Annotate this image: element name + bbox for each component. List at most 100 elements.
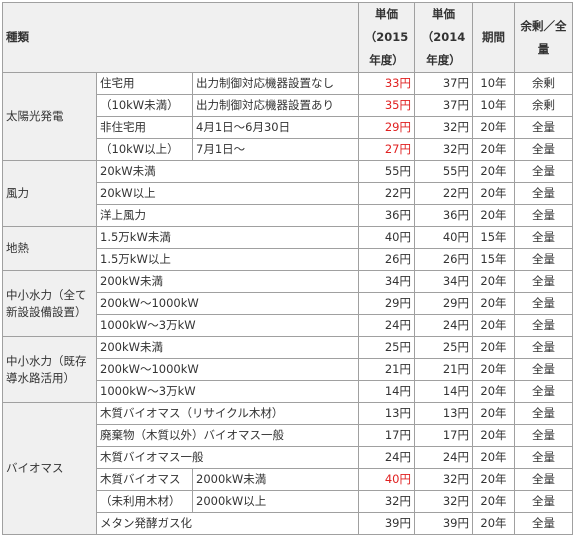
- biomass-unused-label: 木質バイオマス: [96, 468, 193, 491]
- category-solar: 太陽光発電: [2, 72, 97, 161]
- period: 20年: [472, 138, 515, 161]
- header-surplus: 余剰／全量: [514, 2, 573, 73]
- period: 20年: [472, 402, 515, 425]
- row-sub: 木質バイオマス（リサイクル木材）: [96, 402, 359, 425]
- period: 20年: [472, 160, 515, 183]
- period: 20年: [472, 446, 515, 469]
- solar-residential-sub: （10kW未満）: [96, 94, 193, 117]
- price-2015: 29円: [358, 116, 415, 139]
- solar-nonresidential-label: 非住宅用: [96, 116, 193, 139]
- purchase-type: 全量: [514, 336, 573, 359]
- price-2015: 26円: [358, 248, 415, 271]
- row-sub: 200kW未満: [96, 336, 359, 359]
- period: 20年: [472, 490, 515, 513]
- row-sub: 1.5万kW未満: [96, 226, 359, 249]
- table-row: 地熱 1.5万kW未満 40円 40円 15年 全量: [2, 226, 573, 271]
- row-sub: メタン発酵ガス化: [96, 512, 359, 535]
- table-row: 1000kW～3万kW 14円 14円 20年 全量: [3, 380, 573, 403]
- price-2015: 55円: [358, 160, 415, 183]
- row-sub: 木質バイオマス一般: [96, 446, 359, 469]
- price-2014: 32円: [414, 138, 473, 161]
- period: 20年: [472, 204, 515, 227]
- price-2015: 39円: [358, 512, 415, 535]
- price-2015: 40円: [358, 468, 415, 491]
- purchase-type: 全量: [514, 490, 573, 513]
- row-detail: 2000kW以上: [192, 490, 359, 513]
- price-2014: 29円: [414, 292, 473, 315]
- price-2014: 21円: [414, 358, 473, 381]
- period: 15年: [472, 248, 515, 271]
- table-row: バイオマス 木質バイオマス（リサイクル木材） 13円 13円 20年 全量: [2, 402, 573, 535]
- price-2014: 32円: [414, 116, 473, 139]
- purchase-type: 全量: [514, 314, 573, 337]
- price-2014: 14円: [414, 380, 473, 403]
- price-2014: 55円: [414, 160, 473, 183]
- purchase-type: 全量: [514, 116, 573, 139]
- category-wind: 風力: [2, 160, 97, 227]
- purchase-type: 全量: [514, 182, 573, 205]
- purchase-type: 全量: [514, 402, 573, 425]
- purchase-type: 全量: [514, 292, 573, 315]
- category-biomass: バイオマス: [2, 402, 97, 535]
- purchase-type: 全量: [514, 138, 573, 161]
- category-hydro-new: 中小水力（全て新設設備設置）: [2, 270, 97, 337]
- table-row: 中小水力（既存導水路活用） 200kW未満 25円 25円 20年 全量: [2, 336, 573, 403]
- row-sub: 200kW～1000kW: [96, 292, 359, 315]
- purchase-type: 全量: [514, 468, 573, 491]
- price-2014: 37円: [414, 72, 473, 95]
- row-sub: 1.5万kW以上: [96, 248, 359, 271]
- period: 10年: [472, 94, 515, 117]
- purchase-type: 全量: [514, 248, 573, 271]
- row-sub: 洋上風力: [96, 204, 359, 227]
- period: 20年: [472, 468, 515, 491]
- row-detail: 出力制御対応機器設置なし: [192, 72, 359, 95]
- purchase-type: 全量: [514, 160, 573, 183]
- row-sub: 200kW～1000kW: [96, 358, 359, 381]
- price-2014: 22円: [414, 182, 473, 205]
- purchase-type: 全量: [514, 424, 573, 447]
- price-2015: 34円: [358, 270, 415, 293]
- biomass-unused-sub: （未利用木材）: [96, 490, 193, 513]
- period: 20年: [472, 182, 515, 205]
- row-sub: 20kW以上: [96, 182, 359, 205]
- period: 20年: [472, 358, 515, 381]
- table-row: 中小水力（全て新設設備設置） 200kW未満 34円 34円 20年 全量: [2, 270, 573, 337]
- price-2014: 39円: [414, 512, 473, 535]
- period: 20年: [472, 292, 515, 315]
- period: 20年: [472, 314, 515, 337]
- table-row: （10kW以上） 7月1日～ 27円 32円 20年 全量: [3, 138, 573, 161]
- period: 20年: [472, 380, 515, 403]
- header-kind: 種類: [2, 2, 359, 73]
- price-2015: 27円: [358, 138, 415, 161]
- table-row: 太陽光発電 住宅用 出力制御対応機器設置なし 33円 37円 10年 余剰: [2, 72, 573, 161]
- price-2014: 37円: [414, 94, 473, 117]
- price-2015: 24円: [358, 446, 415, 469]
- price-2014: 24円: [414, 446, 473, 469]
- purchase-type: 全量: [514, 270, 573, 293]
- purchase-type: 全量: [514, 204, 573, 227]
- purchase-type: 余剰: [514, 94, 573, 117]
- price-2015: 36円: [358, 204, 415, 227]
- category-hydro-existing: 中小水力（既存導水路活用）: [2, 336, 97, 403]
- price-2015: 40円: [358, 226, 415, 249]
- price-2015: 25円: [358, 336, 415, 359]
- table-row: （未利用木材） 2000kW以上 32円 32円 20年 全量: [3, 490, 573, 513]
- purchase-type: 全量: [514, 512, 573, 535]
- row-sub: 20kW未満: [96, 160, 359, 183]
- price-2014: 25円: [414, 336, 473, 359]
- table-row: 20kW以上 22円 22円 20年 全量: [3, 182, 573, 205]
- row-sub: 200kW未満: [96, 270, 359, 293]
- price-2014: 32円: [414, 490, 473, 513]
- solar-nonresidential-sub: （10kW以上）: [96, 138, 193, 161]
- purchase-type: 全量: [514, 358, 573, 381]
- row-detail: 出力制御対応機器設置あり: [192, 94, 359, 117]
- table-row: 200kW～1000kW 21円 21円 20年 全量: [3, 358, 573, 381]
- price-2015: 14円: [358, 380, 415, 403]
- row-detail: 2000kW未満: [192, 468, 359, 491]
- price-2014: 36円: [414, 204, 473, 227]
- price-2014: 26円: [414, 248, 473, 271]
- price-2014: 32円: [414, 468, 473, 491]
- purchase-type: 余剰: [514, 72, 573, 95]
- header-price-2015: 単価（2015年度）: [358, 2, 415, 73]
